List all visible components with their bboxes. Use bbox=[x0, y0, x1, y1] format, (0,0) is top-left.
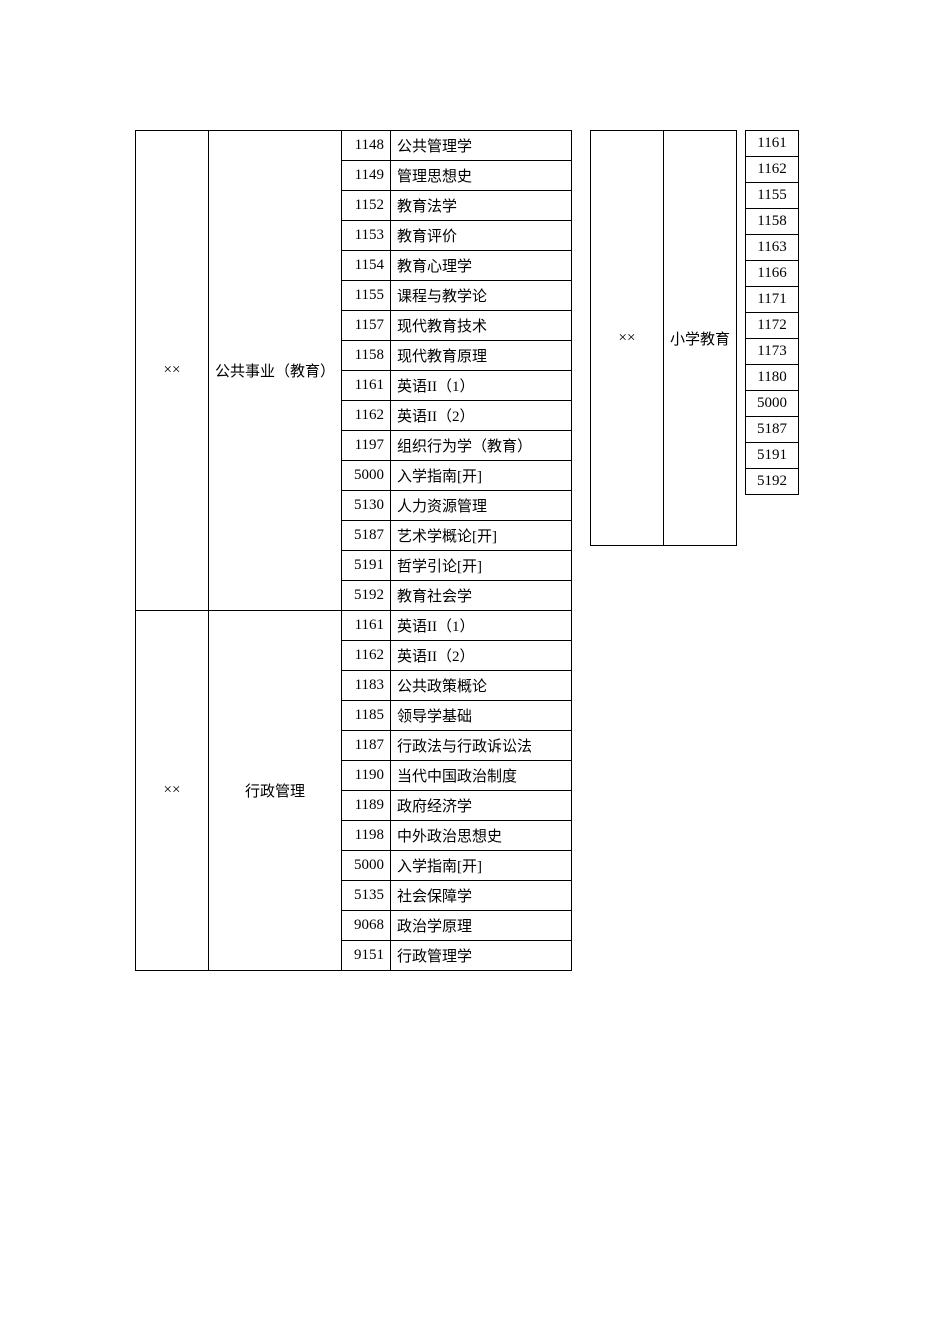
table-row: 1173 bbox=[746, 339, 799, 365]
course-name: 政治学原理 bbox=[391, 911, 572, 941]
course-code: 5191 bbox=[746, 443, 799, 469]
table-row: ××公共事业（教育）1148公共管理学 bbox=[136, 131, 572, 161]
table-row: 1171 bbox=[746, 287, 799, 313]
course-code: 5130 bbox=[342, 491, 391, 521]
course-name: 当代中国政治制度 bbox=[391, 761, 572, 791]
course-name: 现代教育技术 bbox=[391, 311, 572, 341]
category-cell: ×× bbox=[136, 131, 209, 611]
category-cell: ×× bbox=[136, 611, 209, 971]
course-code: 1154 bbox=[342, 251, 391, 281]
course-code: 1161 bbox=[342, 371, 391, 401]
course-name: 哲学引论[开] bbox=[391, 551, 572, 581]
course-code: 1190 bbox=[342, 761, 391, 791]
course-name: 领导学基础 bbox=[391, 701, 572, 731]
course-code: 1180 bbox=[746, 365, 799, 391]
course-code: 5000 bbox=[342, 851, 391, 881]
course-code: 5187 bbox=[746, 417, 799, 443]
course-code: 1148 bbox=[342, 131, 391, 161]
course-code: 1189 bbox=[342, 791, 391, 821]
course-name: 中外政治思想史 bbox=[391, 821, 572, 851]
table-row: 1161 bbox=[746, 131, 799, 157]
course-name: 公共政策概论 bbox=[391, 671, 572, 701]
course-name: 英语II（2） bbox=[391, 641, 572, 671]
course-name: 现代教育原理 bbox=[391, 341, 572, 371]
course-code: 1155 bbox=[746, 183, 799, 209]
table-row: 1180 bbox=[746, 365, 799, 391]
right-major-cell: 小学教育 bbox=[664, 131, 737, 546]
course-name: 公共管理学 bbox=[391, 131, 572, 161]
course-code: 5192 bbox=[746, 469, 799, 495]
course-code: 1183 bbox=[342, 671, 391, 701]
course-name: 英语II（1） bbox=[391, 611, 572, 641]
course-name: 政府经济学 bbox=[391, 791, 572, 821]
major-cell: 公共事业（教育） bbox=[209, 131, 342, 611]
course-name: 英语II（1） bbox=[391, 371, 572, 401]
course-code: 1172 bbox=[746, 313, 799, 339]
course-name: 人力资源管理 bbox=[391, 491, 572, 521]
course-code: 9068 bbox=[342, 911, 391, 941]
table-row: 5191 bbox=[746, 443, 799, 469]
course-code: 1158 bbox=[342, 341, 391, 371]
course-code: 1162 bbox=[342, 641, 391, 671]
course-name: 教育评价 bbox=[391, 221, 572, 251]
table-row: 1155 bbox=[746, 183, 799, 209]
course-code: 1152 bbox=[342, 191, 391, 221]
table-row: 1158 bbox=[746, 209, 799, 235]
course-name: 入学指南[开] bbox=[391, 461, 572, 491]
table-row: 5187 bbox=[746, 417, 799, 443]
course-name: 教育社会学 bbox=[391, 581, 572, 611]
course-name: 行政法与行政诉讼法 bbox=[391, 731, 572, 761]
course-name: 课程与教学论 bbox=[391, 281, 572, 311]
right-codes-table: 1161116211551158116311661171117211731180… bbox=[745, 130, 799, 495]
course-code: 1162 bbox=[746, 157, 799, 183]
course-name: 入学指南[开] bbox=[391, 851, 572, 881]
table-row: 1172 bbox=[746, 313, 799, 339]
table-row: 5192 bbox=[746, 469, 799, 495]
course-name: 社会保障学 bbox=[391, 881, 572, 911]
course-code: 9151 bbox=[342, 941, 391, 971]
course-code: 1198 bbox=[342, 821, 391, 851]
right-main-table: ×× 小学教育 bbox=[590, 130, 737, 546]
course-name: 行政管理学 bbox=[391, 941, 572, 971]
course-code: 1163 bbox=[746, 235, 799, 261]
course-code: 5191 bbox=[342, 551, 391, 581]
course-code: 1162 bbox=[342, 401, 391, 431]
course-name: 组织行为学（教育） bbox=[391, 431, 572, 461]
course-name: 教育法学 bbox=[391, 191, 572, 221]
course-code: 1187 bbox=[342, 731, 391, 761]
course-code: 5000 bbox=[746, 391, 799, 417]
course-name: 管理思想史 bbox=[391, 161, 572, 191]
right-category-cell: ×× bbox=[591, 131, 664, 546]
course-code: 5135 bbox=[342, 881, 391, 911]
course-code: 1149 bbox=[342, 161, 391, 191]
course-code: 1157 bbox=[342, 311, 391, 341]
course-code: 1161 bbox=[342, 611, 391, 641]
course-code: 1161 bbox=[746, 131, 799, 157]
table-row: 1166 bbox=[746, 261, 799, 287]
left-table: ××公共事业（教育）1148公共管理学1149管理思想史1152教育法学1153… bbox=[135, 130, 572, 971]
course-code: 1171 bbox=[746, 287, 799, 313]
table-row: ××行政管理1161英语II（1） bbox=[136, 611, 572, 641]
course-name: 艺术学概论[开] bbox=[391, 521, 572, 551]
course-code: 5000 bbox=[342, 461, 391, 491]
course-code: 1158 bbox=[746, 209, 799, 235]
table-row: 1163 bbox=[746, 235, 799, 261]
course-code: 1155 bbox=[342, 281, 391, 311]
course-code: 1153 bbox=[342, 221, 391, 251]
table-row: 5000 bbox=[746, 391, 799, 417]
major-cell: 行政管理 bbox=[209, 611, 342, 971]
course-code: 1197 bbox=[342, 431, 391, 461]
course-name: 教育心理学 bbox=[391, 251, 572, 281]
course-code: 5187 bbox=[342, 521, 391, 551]
course-code: 1173 bbox=[746, 339, 799, 365]
course-code: 1185 bbox=[342, 701, 391, 731]
course-code: 5192 bbox=[342, 581, 391, 611]
table-row: 1162 bbox=[746, 157, 799, 183]
course-code: 1166 bbox=[746, 261, 799, 287]
course-name: 英语II（2） bbox=[391, 401, 572, 431]
